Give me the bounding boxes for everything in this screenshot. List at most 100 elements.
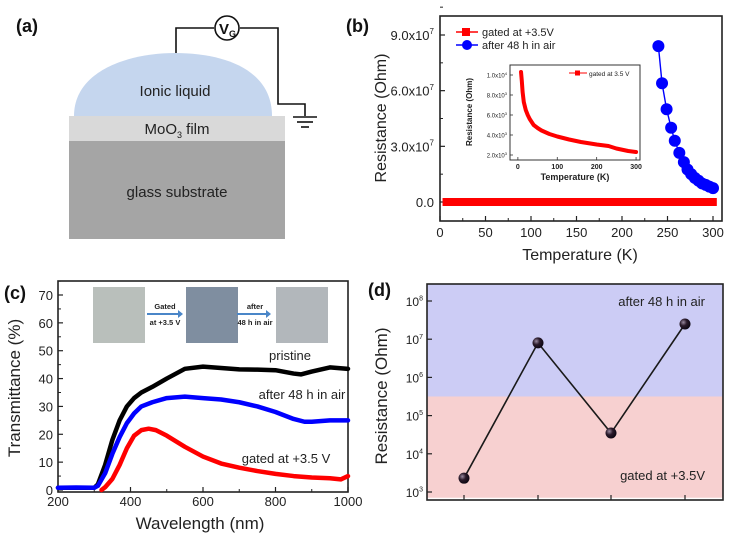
inset-y-axis-label: Resistance (Ohm) xyxy=(465,78,474,146)
data-point xyxy=(679,318,691,330)
series-air-point xyxy=(665,121,678,134)
x-tick-label: 0 xyxy=(436,225,443,240)
process-arrow-head xyxy=(178,310,183,318)
y-tick-label: 9.0x107 xyxy=(391,27,435,43)
inset-frame xyxy=(509,64,641,161)
voltage-source-label: VG xyxy=(219,21,236,39)
y-tick-label: 10 xyxy=(39,455,53,470)
data-point xyxy=(605,427,617,439)
inset-x-tick-label: 100 xyxy=(551,164,563,171)
gate-wire xyxy=(175,27,214,53)
sample-photo xyxy=(276,287,328,343)
series-air-point xyxy=(707,182,719,195)
x-tick-label: 200 xyxy=(47,494,69,509)
y-tick-label: 70 xyxy=(39,288,53,303)
series-line xyxy=(463,323,686,479)
moo3-film xyxy=(69,116,285,141)
inset-legend-marker xyxy=(575,70,580,76)
inset-y-tick-label: 2.0x103 xyxy=(487,151,508,160)
ionic-liquid-label: Ionic liquid xyxy=(140,83,211,100)
data-point xyxy=(532,337,544,349)
y-axis-label: Resistance (Ohm) xyxy=(373,54,390,183)
y-tick-label: 104 xyxy=(406,448,423,462)
region-label-gated: gated at +3.5V xyxy=(620,468,705,483)
legend-label: after 48 h in air xyxy=(482,40,556,52)
photo-step2-label: after xyxy=(247,302,263,311)
legend-label: gated at +3.5V xyxy=(482,27,555,39)
x-tick-label: 150 xyxy=(566,225,588,240)
inset-legend-label: gated at 3.5 V xyxy=(589,71,630,78)
y-tick-label: 40 xyxy=(39,372,53,387)
moo3-film-label: MoO3 film xyxy=(144,121,209,140)
region-gated-at-3-5v xyxy=(427,396,723,498)
panel-d-label: (d) xyxy=(368,280,391,300)
inset-y-tick-label: 8.0x103 xyxy=(487,91,508,100)
series-air-point xyxy=(660,103,673,116)
series-air-point xyxy=(668,134,681,147)
panel-c-label: (c) xyxy=(4,283,26,303)
inset-y-tick-label: 1.0x104 xyxy=(487,71,508,80)
y-axis-label: Transmittance (%) xyxy=(5,319,24,457)
y-tick-label: 106 xyxy=(406,371,423,385)
data-point xyxy=(458,472,470,484)
y-tick-label: 107 xyxy=(406,333,423,347)
region-label-air: after 48 h in air xyxy=(618,294,705,309)
y-tick-label: 105 xyxy=(406,410,423,424)
y-tick-label: 103 xyxy=(406,486,423,500)
x-axis-label: Temperature (K) xyxy=(522,247,638,264)
y-tick-label: 0 xyxy=(46,483,53,498)
x-tick-label: 400 xyxy=(120,494,142,509)
inset-series-gated xyxy=(519,70,639,154)
inset-y-tick-label: 4.0x103 xyxy=(487,131,508,140)
legend-marker-square xyxy=(462,28,470,36)
x-axis-label: Wavelength (nm) xyxy=(136,514,265,533)
y-tick-label: 108 xyxy=(406,295,423,309)
panel-b-label: (b) xyxy=(346,16,369,36)
curve-label: gated at +3.5 V xyxy=(242,451,331,466)
glass-substrate xyxy=(69,141,285,239)
voltage-source-icon xyxy=(214,15,240,41)
process-arrow-head xyxy=(266,310,271,318)
sample-photo xyxy=(186,287,238,343)
series-air-point xyxy=(652,40,665,53)
x-tick-label: 100 xyxy=(520,225,542,240)
legend-marker-circle xyxy=(462,40,472,50)
series-pristine xyxy=(55,364,351,491)
series-after-48-h-in-air xyxy=(55,394,351,491)
inset-y-tick-label: 6.0x103 xyxy=(487,111,508,120)
ground-icon xyxy=(293,116,317,128)
y-tick-label: 20 xyxy=(39,427,53,442)
y-tick-label: 0.0 xyxy=(416,195,434,210)
y-tick-label: 6.0x107 xyxy=(391,83,435,99)
inset-x-tick-label: 300 xyxy=(630,164,642,171)
x-tick-label: 200 xyxy=(611,225,633,240)
x-tick-label: 50 xyxy=(478,225,492,240)
x-tick-label: 1000 xyxy=(334,494,363,509)
sample-photo xyxy=(93,287,145,343)
photo-step2-label: 48 h in air xyxy=(237,318,272,327)
y-tick-label: 50 xyxy=(39,344,53,359)
inset-x-tick-label: 200 xyxy=(591,164,603,171)
glass-substrate-label: glass substrate xyxy=(127,184,228,201)
curve-label: after 48 h in air xyxy=(259,387,346,402)
series-gated-band xyxy=(442,198,717,206)
x-tick-label: 250 xyxy=(657,225,679,240)
series-air-point xyxy=(673,146,686,159)
ground-wire xyxy=(240,27,306,116)
photo-step1-label: at +3.5 V xyxy=(150,318,181,327)
inset-x-axis-label: Temperature (K) xyxy=(541,172,610,182)
ionic-liquid-drop xyxy=(74,53,272,116)
x-tick-label: 600 xyxy=(192,494,214,509)
panel-a-label: (a) xyxy=(16,16,38,36)
y-axis-label: Resistance (Ohm) xyxy=(372,328,391,465)
chart-d-axes-frame xyxy=(426,283,724,501)
x-tick-label: 800 xyxy=(265,494,287,509)
x-tick-label: 300 xyxy=(702,225,724,240)
series-gated-at-3-5-v xyxy=(99,426,351,493)
photo-step1-label: Gated xyxy=(154,302,176,311)
y-tick-label: 30 xyxy=(39,399,53,414)
y-tick-label: 3.0x107 xyxy=(391,138,435,154)
